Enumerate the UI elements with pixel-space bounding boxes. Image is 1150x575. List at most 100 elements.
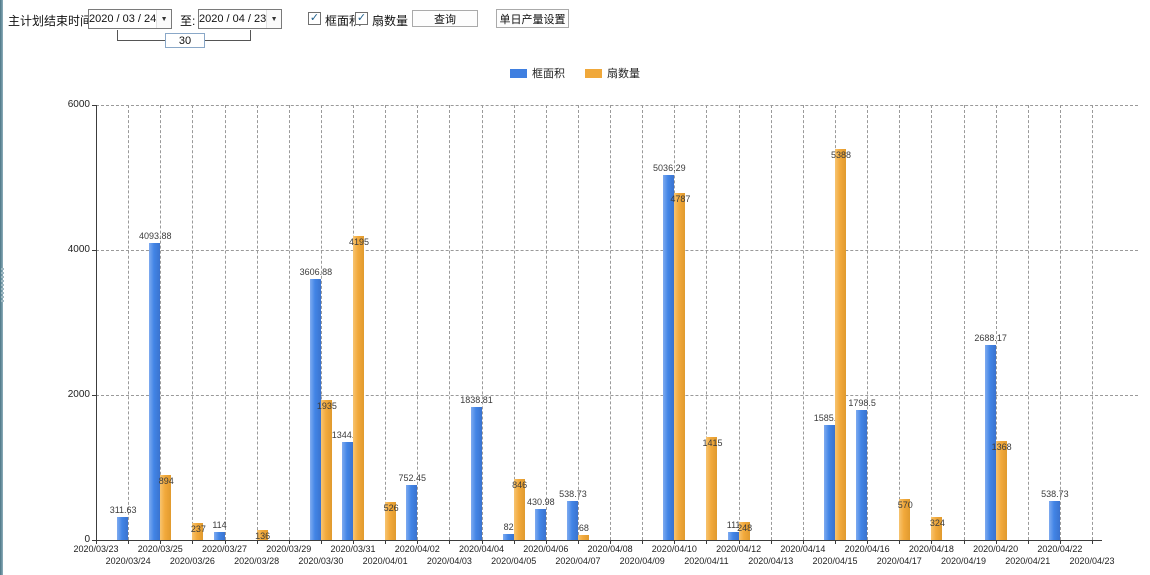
date-to-dropdown-icon[interactable]: ▼ <box>266 10 281 28</box>
x-axis-label: 2020/04/17 <box>876 556 922 566</box>
bar-value-label: 846 <box>512 480 528 490</box>
query-button[interactable]: 查询 <box>412 10 478 27</box>
bar-value-label: 5388 <box>830 150 851 160</box>
date-from-dropdown-icon[interactable]: ▼ <box>156 10 171 28</box>
legend-label: 框面积 <box>532 68 565 80</box>
bar-value-label: 111 <box>726 520 741 530</box>
x-tick <box>610 540 612 544</box>
frame-area-swatch <box>510 68 527 78</box>
to-label: 至: <box>180 14 196 28</box>
x-gridline <box>802 105 804 540</box>
x-gridline <box>192 105 194 540</box>
bar-value-label: 538.73 <box>559 489 587 499</box>
x-gridline <box>160 105 162 540</box>
bar-value-label: 1344.95 <box>331 430 365 440</box>
x-gridline <box>931 105 933 540</box>
fan-count-checkbox-label[interactable]: 扇数量 <box>372 14 409 28</box>
x-tick <box>963 540 965 544</box>
bar-fan-count <box>674 193 686 540</box>
x-tick <box>899 540 901 544</box>
x-tick <box>770 540 772 544</box>
x-axis-label: 2020/03/29 <box>266 544 312 554</box>
bar-value-label: 4093.88 <box>138 231 172 241</box>
x-axis-label: 2020/04/09 <box>619 556 665 566</box>
daily-output-settings-button[interactable]: 单日产量设置 <box>496 9 569 28</box>
x-tick <box>738 540 740 544</box>
x-tick <box>481 540 483 544</box>
bar-fan-count <box>834 149 846 540</box>
x-tick <box>1027 540 1029 544</box>
legend-item-frame-area: 框面积 <box>510 65 565 81</box>
legend-label: 扇数量 <box>607 68 640 80</box>
date-from-picker[interactable]: 2020 / 03 / 24 ▼ <box>88 9 172 29</box>
x-axis-label: 2020/03/24 <box>105 556 151 566</box>
x-tick <box>192 540 194 544</box>
bar-value-label: 2688.17 <box>974 333 1007 343</box>
bar-frame-area <box>149 243 161 540</box>
x-axis-line <box>96 540 1102 541</box>
bar-frame-area <box>470 407 482 540</box>
x-gridline <box>610 105 612 540</box>
check-icon: ✓ <box>309 12 320 24</box>
x-tick <box>577 540 579 544</box>
bar-value-label: 5036.29 <box>653 163 686 173</box>
fan-count-swatch <box>585 68 602 78</box>
chart-legend: 框面积 扇数量 <box>0 65 1150 81</box>
frame-area-checkbox[interactable]: ✓ <box>308 12 321 25</box>
bar-fan-count <box>513 479 525 540</box>
x-tick <box>1092 540 1094 544</box>
bar-fan-count <box>256 530 268 540</box>
bar-fan-count <box>160 475 172 540</box>
date-to-picker[interactable]: 2020 / 04 / 23 ▼ <box>198 9 282 29</box>
x-gridline <box>706 105 708 540</box>
check-icon: ✓ <box>356 12 367 24</box>
bar-fan-count <box>192 523 204 540</box>
bar-value-label: 82 <box>503 522 514 532</box>
bar-frame-area <box>663 175 675 540</box>
bar-frame-area <box>984 345 996 540</box>
y-tick <box>92 105 96 106</box>
x-axis-label: 2020/04/02 <box>394 544 440 554</box>
x-tick <box>224 540 226 544</box>
x-axis-label: 2020/04/19 <box>940 556 987 566</box>
bar-fan-count <box>738 522 750 540</box>
x-axis-label: 2020/03/28 <box>234 556 280 566</box>
x-axis-label: 2020/04/03 <box>426 556 472 566</box>
bar-value-label: 68 <box>578 523 589 533</box>
frame-area-checkbox-label[interactable]: 框面积 <box>325 14 362 28</box>
x-axis-label: 2020/03/25 <box>137 544 183 554</box>
interval-days-input[interactable]: 30 <box>165 33 205 48</box>
x-gridline <box>1027 105 1029 540</box>
bar-fan-count <box>577 535 589 540</box>
x-gridline <box>867 105 869 540</box>
x-tick <box>320 540 322 544</box>
x-gridline <box>224 105 226 540</box>
fan-count-checkbox[interactable]: ✓ <box>355 12 368 25</box>
x-gridline <box>577 105 579 540</box>
y-axis-line <box>96 105 97 540</box>
x-axis-label: 2020/04/21 <box>1005 556 1051 566</box>
x-axis-label: 2020/04/12 <box>716 544 762 554</box>
x-axis-label: 2020/04/18 <box>908 544 954 554</box>
x-tick <box>674 540 676 544</box>
panel-grip-dots[interactable] <box>1 268 4 302</box>
x-gridline <box>770 105 772 540</box>
bar-value-label: 538.73 <box>1041 489 1069 499</box>
bar-frame-area <box>534 509 546 540</box>
x-tick <box>160 540 162 544</box>
y-gridline <box>96 395 1138 396</box>
x-gridline <box>513 105 515 540</box>
end-time-label: 主计划结束时间: <box>8 14 96 28</box>
bar-value-label: 570 <box>897 500 913 510</box>
bar-value-label: 894 <box>158 476 174 486</box>
y-axis-label: 2000 <box>67 389 90 400</box>
x-gridline <box>1059 105 1061 540</box>
bar-value-label: 1368 <box>991 442 1012 452</box>
x-axis-label: 2020/04/07 <box>555 556 601 566</box>
x-axis-label: 2020/03/30 <box>298 556 344 566</box>
bar-value-label: 1935 <box>316 401 337 411</box>
legend-item-fan-count: 扇数量 <box>585 65 640 81</box>
y-gridline <box>96 105 1138 106</box>
bar-frame-area <box>727 532 739 540</box>
y-tick <box>92 395 96 396</box>
